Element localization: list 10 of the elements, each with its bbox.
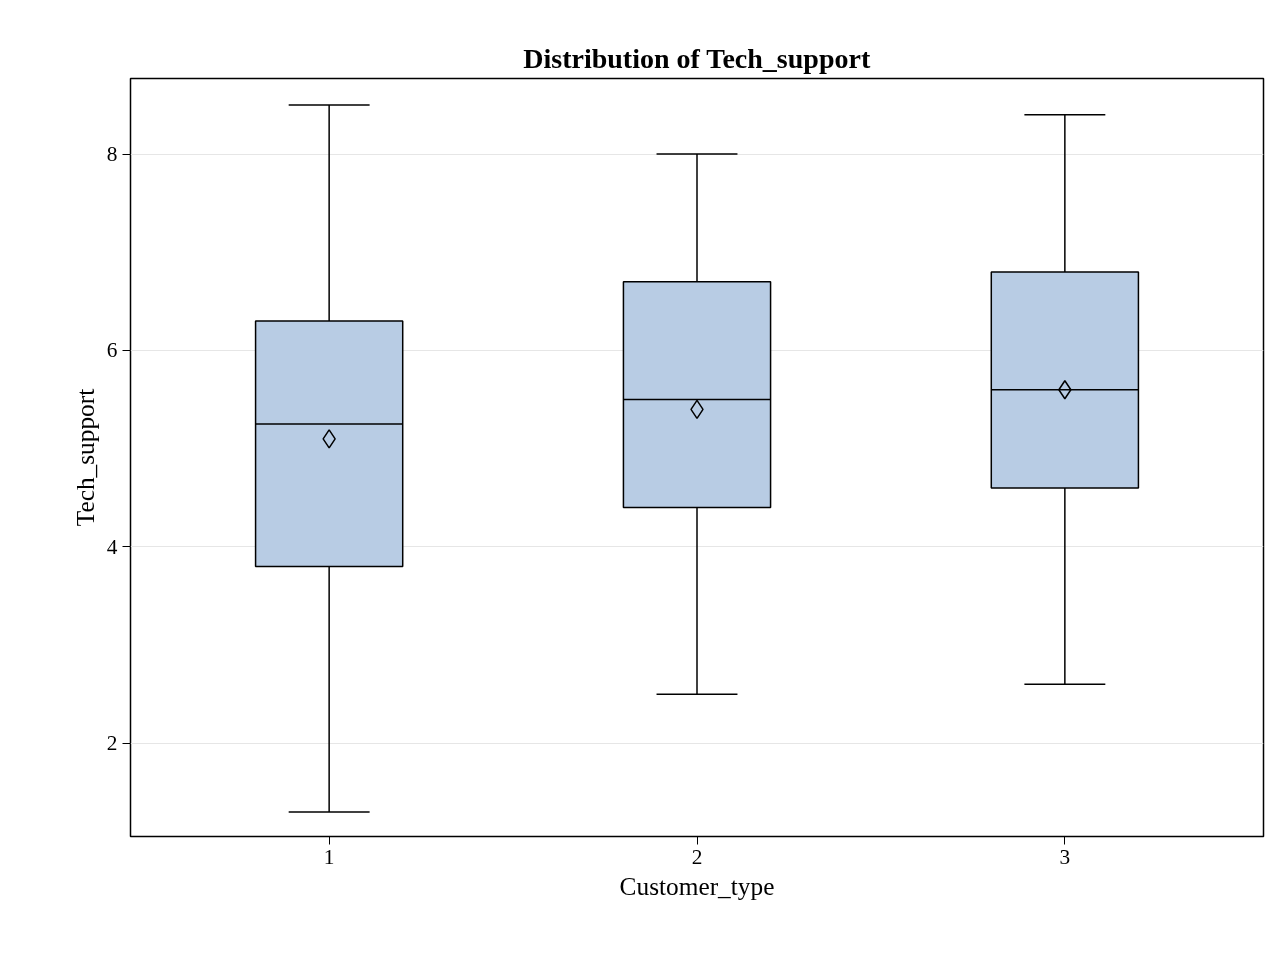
y-tick-label: 6 bbox=[106, 338, 118, 363]
x-axis-title: Customer_type bbox=[619, 871, 775, 900]
y-tick-label: 4 bbox=[106, 534, 118, 559]
x-tick-label: 2 bbox=[691, 844, 703, 869]
x-tick-label: 3 bbox=[1059, 844, 1071, 869]
chart-title: Distribution of Tech_support bbox=[523, 42, 871, 74]
y-tick-label: 2 bbox=[106, 731, 118, 756]
x-tick-label: 1 bbox=[323, 844, 335, 869]
y-axis-title: Tech_support bbox=[70, 388, 99, 527]
y-tick-label: 8 bbox=[106, 142, 118, 167]
